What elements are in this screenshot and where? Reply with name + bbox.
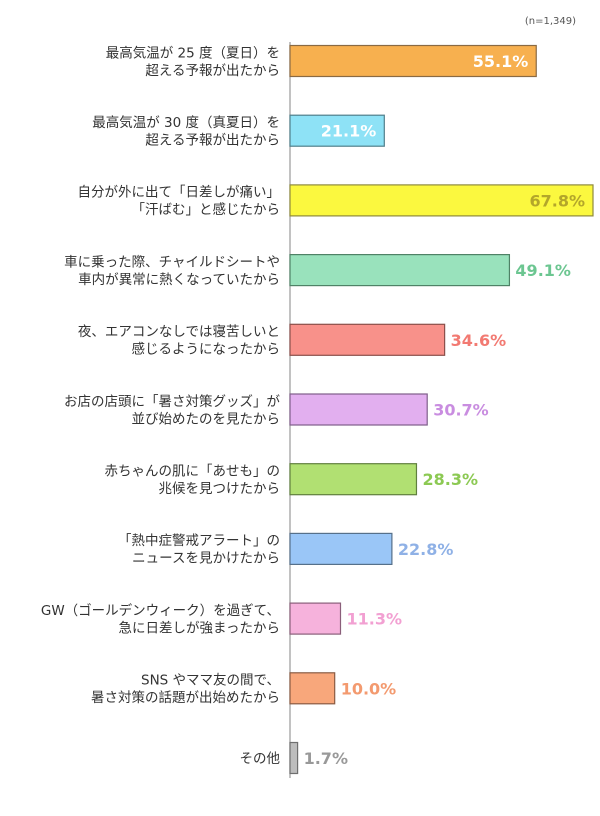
value-label: 11.3% <box>347 610 403 629</box>
bar-row: SNS やママ友の間で、暑さ対策の話題が出始めたから 10.0% <box>91 672 397 706</box>
category-label: 最高気温が 30 度（真夏日）を <box>92 114 280 131</box>
category-label: 「熱中症警戒アラート」の <box>118 533 280 549</box>
bar-row: GW（ゴールデンウィーク）を過ぎて、急に日差しが強まったから 11.3% <box>41 602 402 637</box>
category-label: 暑さ対策の話題が出始めたから <box>91 689 280 706</box>
sample-size-note: (n=1,349) <box>525 16 576 27</box>
category-label: 感じるようになったから <box>132 341 281 358</box>
category-label: GW（ゴールデンウィーク）を過ぎて、 <box>41 602 280 619</box>
category-label: 「汗ばむ」と感じたから <box>132 201 281 218</box>
category-label: その他 <box>240 751 281 767</box>
category-label: ニュースを見かけたから <box>132 551 280 567</box>
category-label: お店の店頭に「暑さ対策グッズ」が <box>64 393 280 410</box>
bar <box>289 672 336 705</box>
bar <box>289 532 393 566</box>
category-label: 急に日差しが強まったから <box>119 620 280 636</box>
bar <box>289 463 418 496</box>
bar <box>289 323 446 356</box>
bar <box>289 114 385 147</box>
bar <box>289 602 342 635</box>
category-label: 赤ちゃんの肌に「あせも」の <box>105 463 281 479</box>
value-label: 49.1% <box>515 261 571 280</box>
category-label: 自分が外に出て「日差しが痛い」 <box>78 184 281 201</box>
value-label: 34.6% <box>451 331 507 350</box>
category-label: 超える予報が出たから <box>145 63 280 79</box>
category-label: 最高気温が 25 度（夏日）を <box>106 44 280 61</box>
value-label: 21.1% <box>321 122 377 141</box>
bar <box>289 254 511 287</box>
value-label: 67.8% <box>529 191 585 210</box>
bar-row: その他 1.7% <box>240 741 348 775</box>
category-label: 超える予報が出たから <box>145 132 280 148</box>
bar <box>289 44 537 78</box>
bar-row: 自分が外に出て「日差しが痛い」「汗ばむ」と感じたから 67.8% <box>78 184 594 218</box>
value-label: 28.3% <box>422 470 478 489</box>
category-label: 車内が異常に熱くなっていたから <box>78 272 280 288</box>
bar <box>289 393 428 426</box>
value-label: 10.0% <box>341 679 397 698</box>
value-label: 1.7% <box>304 749 348 768</box>
bar <box>289 741 299 775</box>
category-label: 夜、エアコンなしでは寝苦しいと <box>78 323 280 340</box>
category-label: SNS やママ友の間で、 <box>141 673 280 689</box>
value-label: 30.7% <box>433 401 489 420</box>
bar <box>289 184 594 217</box>
category-label: 並び始めたのを見たから <box>132 411 281 427</box>
value-label: 55.1% <box>473 52 529 71</box>
category-label: 兆候を見つけたから <box>159 481 281 497</box>
category-label: 車に乗った際、チャイルドシートや <box>64 254 280 270</box>
value-label: 22.8% <box>398 540 454 559</box>
